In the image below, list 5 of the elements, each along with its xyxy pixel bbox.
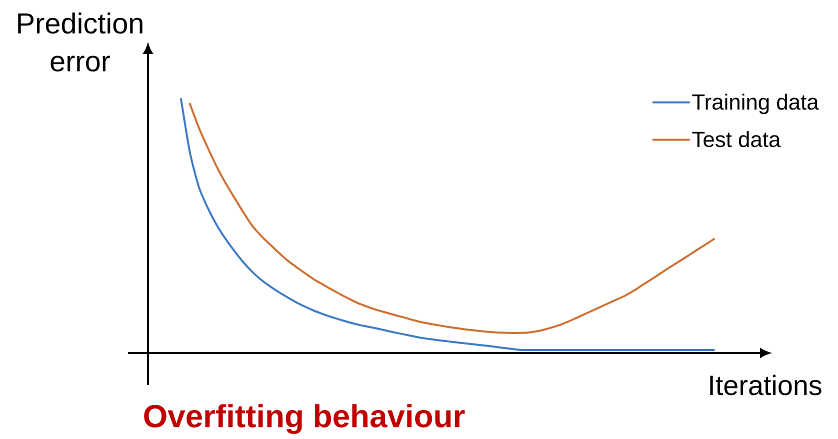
x-axis-title: Iterations: [710, 374, 822, 396]
legend-label: Training data: [692, 94, 819, 114]
y-axis-title: Prediction error: [18, 12, 142, 72]
text: Overfitting behaviour: [144, 404, 465, 434]
legend-label: Test data: [692, 131, 781, 148]
